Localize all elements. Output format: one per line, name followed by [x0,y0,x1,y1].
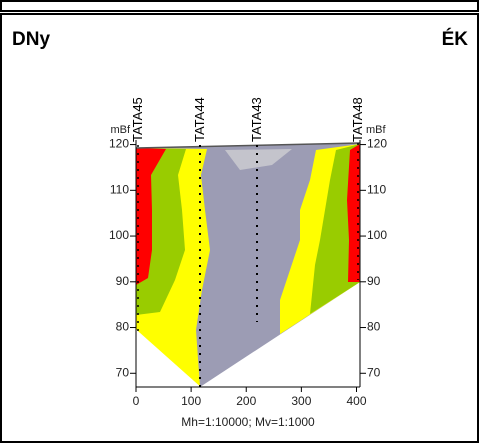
x-tick-label: 300 [291,394,311,408]
surface [135,142,361,149]
y-tick-label: 90 [116,274,130,288]
x-tick-label: 0 [133,394,140,408]
top-bar [0,0,479,12]
base [135,329,201,388]
red-zone [347,144,360,282]
right-direction: ÉK [442,28,469,50]
left-direction: DNy [12,29,50,50]
y-tick-label: 70 [367,365,381,379]
x-tick-label: 400 [346,394,366,408]
red-zone [136,148,166,285]
y-tick-label: 110 [110,182,129,196]
section [135,142,361,388]
y-tick-label: 100 [109,228,129,242]
y-unit: mBf [110,124,131,136]
y-tick-label: 70 [116,365,130,379]
borehole-label: TATA45 [130,97,145,142]
borehole-label: TATA43 [249,97,264,142]
x-tick-label: 100 [181,394,201,408]
x-tick-label: 200 [236,394,256,408]
y-tick-label: 120 [367,137,387,151]
green-zone [310,144,360,314]
y-tick-label: 80 [367,320,381,334]
y-tick-label: 110 [367,182,386,196]
y-tick-label: 90 [367,274,381,288]
y-tick-label: 120 [109,137,129,151]
y-tick-label: 80 [116,320,130,334]
borehole-label: TATA48 [350,97,365,142]
y-tick-label: 100 [367,228,387,242]
light-zone [225,149,292,170]
caption: Mh=1:10000; Mv=1:1000 [181,415,315,429]
y-unit: mBf [366,124,387,136]
borehole-label: TATA44 [192,97,207,142]
